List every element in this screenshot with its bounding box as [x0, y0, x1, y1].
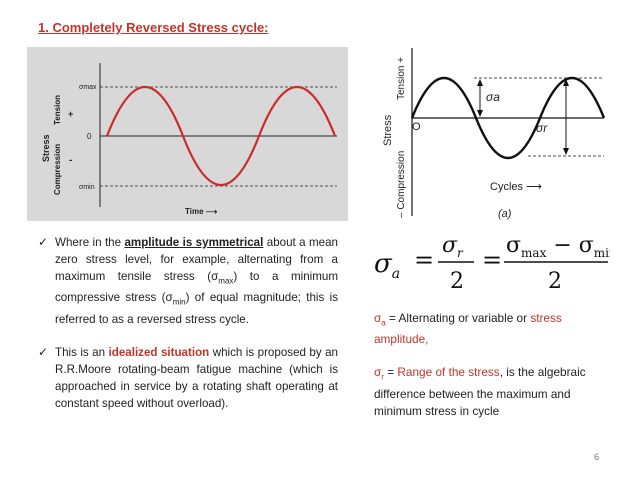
fig1-plus: + [68, 109, 73, 119]
bullet1-text-a: Where in the [55, 236, 125, 249]
bullet2-text-a: This is an [55, 345, 109, 359]
definitions: σa = Alternating or variable or stress a… [374, 310, 614, 420]
bullet1-highlight: amplitude is symmetrical [124, 236, 264, 249]
fig2-sine-curve [410, 76, 606, 160]
def2-red: Range of the stress [397, 365, 500, 380]
formula-lhs: σa [374, 249, 400, 282]
fig1-time-label: Time ⟶ [185, 207, 218, 216]
fig2-compression-label: – Compression [396, 151, 407, 218]
formula-d1: 2 [450, 269, 464, 294]
formula-n2: σmax − σmin [506, 233, 610, 260]
def2-sub: r [381, 372, 384, 382]
bullet1-sub-min: min [172, 297, 186, 307]
def1-text: = Alternating or variable or [385, 311, 531, 325]
fig1-smin-label: σmin [79, 184, 95, 191]
bullet-item-1: ✓ Where in the amplitude is symmetrical … [38, 234, 338, 328]
fig2-caption: (a) [498, 208, 512, 220]
formula-eq1: = [414, 246, 434, 274]
bullet1-text-d: ) of equal magnitude; this is referred t… [55, 291, 338, 326]
bullet-item-2: ✓ This is an idealized situation which i… [38, 344, 338, 412]
bullet-list: ✓ Where in the amplitude is symmetrical … [38, 234, 338, 412]
fig1-smax-label: σmax [79, 84, 97, 91]
formula-d2: 2 [548, 269, 562, 294]
fig2-sigma-a-arrowhead-top [477, 79, 483, 86]
def1-symbol: σ [374, 311, 382, 325]
bullet1-text-b: about a mean zero stress level, for exam… [55, 236, 338, 283]
definition-sigma-r: σr = Range of the stress, is the algebra… [374, 364, 614, 419]
bullet2-highlight: idealized situation [108, 345, 210, 359]
fig1-compression-label: Compression [53, 144, 62, 195]
amplitude-formula: σa = σr 2 = σmax − σmin 2 [370, 228, 617, 296]
formula-n1: σr [442, 233, 464, 260]
fig1-zero-label: 0 [87, 132, 92, 141]
fig1-minus: - [69, 155, 72, 166]
fig2-origin-label: O [412, 121, 421, 133]
bullet2-text-b: which is proposed by an R.R.Moore rotati… [55, 345, 339, 410]
amplitude-range-figure: Tension + Stress – Compression O σa σr C… [378, 38, 618, 222]
fig2-sigma-a-label: σa [486, 90, 500, 104]
checkmark-icon: ✓ [38, 235, 49, 249]
amplitude-range-plot: Tension + Stress – Compression O σa σr C… [382, 48, 606, 220]
def2-text: , is the algebraic difference between th… [374, 365, 586, 418]
fig2-sigma-a-arrowhead-bottom [477, 110, 483, 117]
bullet1-sub-max: max [218, 276, 234, 286]
fig2-cycles-label: Cycles ⟶ [490, 181, 542, 193]
formula-svg: σa = σr 2 = σmax − σmin 2 [374, 233, 617, 294]
stress-time-figure: Stress Tension Compression + - σmax 0 σm… [27, 47, 348, 221]
fig2-tension-label: Tension + [396, 57, 407, 100]
fig2-sigma-r-label: σr [536, 121, 548, 135]
definition-sigma-a: σa = Alternating or variable or stress a… [374, 310, 614, 348]
page-number: 6 [594, 452, 600, 462]
slide-title: 1. Completely Reversed Stress cycle: [38, 20, 269, 35]
fig1-sine-curve [105, 86, 337, 186]
fig2-stress-label: Stress [382, 114, 394, 146]
def1-sub: a [381, 318, 386, 328]
def2-symbol: σ [374, 365, 382, 380]
bullet1-text-c: ) to a minimum compressive stress (σ [55, 270, 338, 305]
def2-eq: = [383, 365, 398, 380]
formula-eq2: = [482, 246, 502, 274]
fig2-sigma-r-arrowhead-top [563, 79, 569, 86]
def1-red: stress amplitude, [374, 311, 562, 347]
fig1-tension-label: Tension [53, 95, 62, 125]
stress-time-plot: Stress Tension Compression + - σmax 0 σm… [41, 63, 337, 216]
fig2-sigma-r-arrowhead-bottom [563, 148, 569, 155]
fig1-stress-label: Stress [41, 134, 51, 162]
checkmark-icon: ✓ [38, 344, 49, 359]
